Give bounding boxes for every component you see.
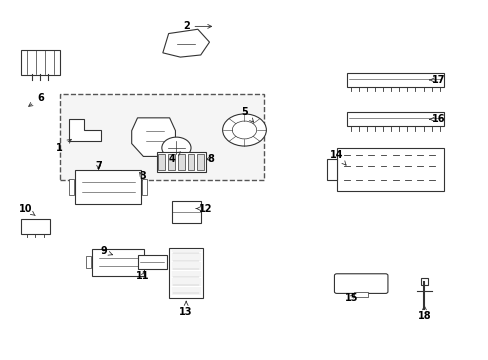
Bar [69,179,74,195]
Bar [346,73,443,87]
Text: 17: 17 [428,75,445,85]
Text: 18: 18 [417,305,430,321]
Bar [144,256,149,269]
Bar [326,158,336,180]
Bar [171,202,201,223]
Text: 4: 4 [168,152,180,163]
Text: 3: 3 [139,171,145,181]
Bar [197,154,203,170]
Text: 1: 1 [56,139,71,153]
Bar [86,256,91,269]
Bar [346,112,443,126]
Text: 5: 5 [241,107,253,122]
Text: 10: 10 [19,203,35,216]
Bar [168,154,175,170]
Text: 8: 8 [206,154,213,163]
Text: 9: 9 [100,247,112,256]
Text: 16: 16 [428,114,445,124]
Bar [187,154,194,170]
Text: 6: 6 [29,93,43,106]
Bar [137,255,166,269]
Bar [336,148,443,191]
Text: 7: 7 [95,161,102,171]
Bar [169,248,203,298]
Polygon shape [163,29,209,57]
Text: 12: 12 [196,203,212,213]
FancyBboxPatch shape [20,50,60,75]
Bar [60,94,264,180]
FancyBboxPatch shape [92,249,143,276]
Bar [158,154,165,170]
Bar [420,278,427,285]
Text: 2: 2 [183,21,211,31]
Bar [142,179,147,195]
Circle shape [222,114,266,146]
Bar [21,219,50,234]
Bar [353,292,368,297]
Bar [157,152,205,172]
Circle shape [232,121,256,139]
FancyBboxPatch shape [334,274,387,293]
Text: 11: 11 [135,271,149,282]
FancyBboxPatch shape [75,170,141,204]
Bar [178,154,184,170]
Polygon shape [131,118,175,157]
Polygon shape [69,119,101,141]
Circle shape [162,137,191,158]
Text: 14: 14 [329,150,346,165]
Text: 13: 13 [179,301,192,317]
Text: 15: 15 [344,293,358,303]
